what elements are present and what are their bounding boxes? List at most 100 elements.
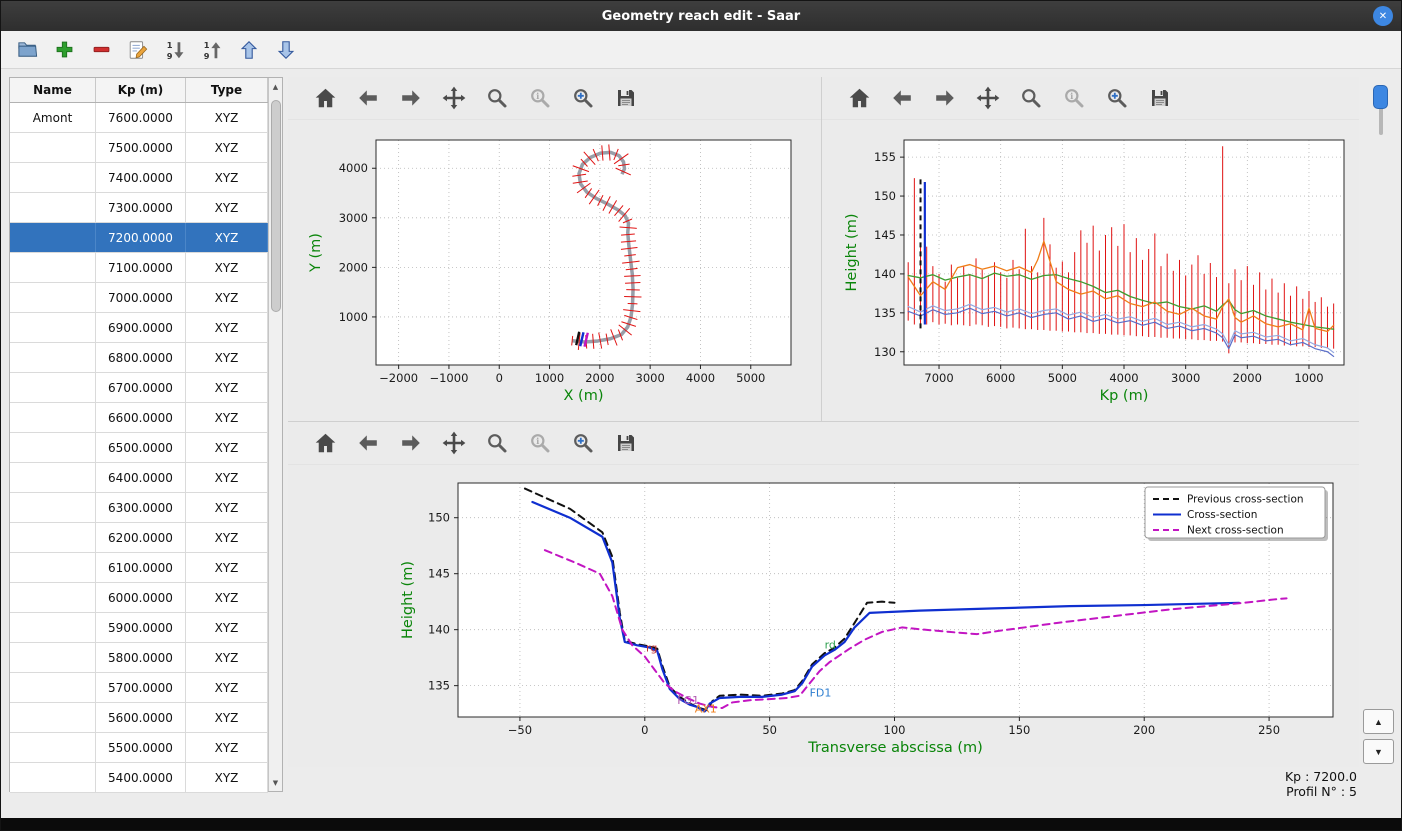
long-profile-chart[interactable]: 7000 6000 5000 4000 3000 2000 1000 130 135 140 145… [822, 120, 1358, 418]
save-button[interactable] [611, 83, 641, 113]
table-row[interactable]: 6200.0000 XYZ [10, 523, 268, 553]
zoom-slider-track[interactable] [1379, 87, 1383, 135]
open-button[interactable] [13, 36, 41, 64]
cell-kp: 6200.0000 [96, 523, 186, 552]
cell-kp: 7200.0000 [96, 223, 186, 252]
move-up-button[interactable] [235, 36, 263, 64]
zoom-plus-button[interactable] [1102, 83, 1132, 113]
edit-button[interactable] [124, 36, 152, 64]
table-row[interactable]: 5600.0000 XYZ [10, 703, 268, 733]
table-row[interactable]: 7200.0000 XYZ [10, 223, 268, 253]
back-button[interactable] [887, 83, 917, 113]
home-button[interactable] [310, 83, 340, 113]
svg-text:3000: 3000 [339, 211, 368, 225]
remove-button[interactable] [87, 36, 115, 64]
zoom-info-button[interactable]: i [525, 83, 555, 113]
save-button[interactable] [1145, 83, 1175, 113]
cell-type: XYZ [186, 313, 268, 342]
forward-icon [399, 431, 423, 455]
table-row[interactable]: 5500.0000 XYZ [10, 733, 268, 763]
forward-icon [399, 86, 423, 110]
save-button[interactable] [611, 428, 641, 458]
table-scrollbar[interactable]: ▲ ▼ [268, 78, 282, 791]
table-row[interactable]: 5900.0000 XYZ [10, 613, 268, 643]
zoom-plus-button[interactable] [568, 83, 598, 113]
table-row[interactable]: Amont 7600.0000 XYZ [10, 103, 268, 133]
table-row[interactable]: 6600.0000 XYZ [10, 403, 268, 433]
cell-kp: 5800.0000 [96, 643, 186, 672]
zoom-plus-icon [1105, 86, 1129, 110]
table-row[interactable]: 6500.0000 XYZ [10, 433, 268, 463]
plan-view-chart[interactable]: −2000 −1000 0 1000 2000 3000 4000 5000 1000 2000 3… [288, 120, 821, 418]
table-row[interactable]: 6700.0000 XYZ [10, 373, 268, 403]
cell-type: XYZ [186, 733, 268, 762]
cell-name [10, 493, 96, 522]
cell-name [10, 313, 96, 342]
table-row[interactable]: 6100.0000 XYZ [10, 553, 268, 583]
zoom-plus-button[interactable] [568, 428, 598, 458]
move-down-button[interactable] [272, 36, 300, 64]
pan-button[interactable] [439, 428, 469, 458]
scrollbar-thumb[interactable] [270, 100, 281, 312]
table-row[interactable]: 7500.0000 XYZ [10, 133, 268, 163]
svg-text:150: 150 [1008, 723, 1030, 737]
home-button[interactable] [310, 428, 340, 458]
svg-text:Cross-section: Cross-section [1187, 509, 1257, 521]
scroll-up-icon[interactable]: ▲ [272, 82, 279, 91]
svg-text:FD1: FD1 [810, 686, 832, 699]
close-button[interactable]: ✕ [1373, 6, 1393, 26]
column-header-type[interactable]: Type [186, 78, 268, 102]
table-row[interactable]: 7100.0000 XYZ [10, 253, 268, 283]
table-row[interactable]: 6000.0000 XYZ [10, 583, 268, 613]
column-header-kp[interactable]: Kp (m) [96, 78, 186, 102]
zoom-button[interactable] [482, 428, 512, 458]
zoom-info-button[interactable]: i [1059, 83, 1089, 113]
table-row[interactable]: 5800.0000 XYZ [10, 643, 268, 673]
zoom-button[interactable] [1016, 83, 1046, 113]
back-button[interactable] [353, 83, 383, 113]
cell-name: Amont [10, 103, 96, 132]
forward-button[interactable] [396, 428, 426, 458]
home-button[interactable] [844, 83, 874, 113]
cell-type: XYZ [186, 133, 268, 162]
profile-down-button[interactable]: ▼ [1363, 739, 1394, 764]
table-row[interactable]: 5700.0000 XYZ [10, 673, 268, 703]
forward-button[interactable] [930, 83, 960, 113]
back-button[interactable] [353, 428, 383, 458]
table-row[interactable]: 7400.0000 XYZ [10, 163, 268, 193]
cell-kp: 6100.0000 [96, 553, 186, 582]
cell-kp: 5400.0000 [96, 763, 186, 792]
status-kp: Kp : 7200.0 [1284, 769, 1357, 784]
table-row[interactable]: 6400.0000 XYZ [10, 463, 268, 493]
table-row[interactable]: 6900.0000 XYZ [10, 313, 268, 343]
add-button[interactable] [50, 36, 78, 64]
cell-kp: 7300.0000 [96, 193, 186, 222]
cell-kp: 7500.0000 [96, 133, 186, 162]
table-row[interactable]: 7300.0000 XYZ [10, 193, 268, 223]
table-row[interactable]: 6300.0000 XYZ [10, 493, 268, 523]
profile-up-button[interactable]: ▲ [1363, 709, 1394, 734]
column-header-name[interactable]: Name [10, 78, 96, 102]
cross-section-chart[interactable]: −50 0 50 100 150 200 250 135 140 145 150 Transverse… [288, 465, 1359, 768]
cell-kp: 6900.0000 [96, 313, 186, 342]
forward-button[interactable] [396, 83, 426, 113]
table-row[interactable]: 6800.0000 XYZ [10, 343, 268, 373]
zoom-slider-thumb[interactable] [1373, 85, 1388, 109]
cell-kp: 5600.0000 [96, 703, 186, 732]
scroll-down-icon[interactable]: ▼ [272, 778, 279, 787]
cell-kp: 6000.0000 [96, 583, 186, 612]
pan-button[interactable] [439, 83, 469, 113]
zoom-button[interactable] [482, 83, 512, 113]
cell-kp: 5700.0000 [96, 673, 186, 702]
table-row[interactable]: 5400.0000 XYZ [10, 763, 268, 793]
cell-name [10, 763, 96, 792]
plan-view-panel: i −2000 −1000 0 1000 2000 3000 4000 5000 1000 200… [288, 77, 822, 422]
pan-button[interactable] [973, 83, 1003, 113]
zoom-info-button[interactable]: i [525, 428, 555, 458]
cell-name [10, 643, 96, 672]
cell-type: XYZ [186, 643, 268, 672]
cell-type: XYZ [186, 583, 268, 612]
table-row[interactable]: 7000.0000 XYZ [10, 283, 268, 313]
